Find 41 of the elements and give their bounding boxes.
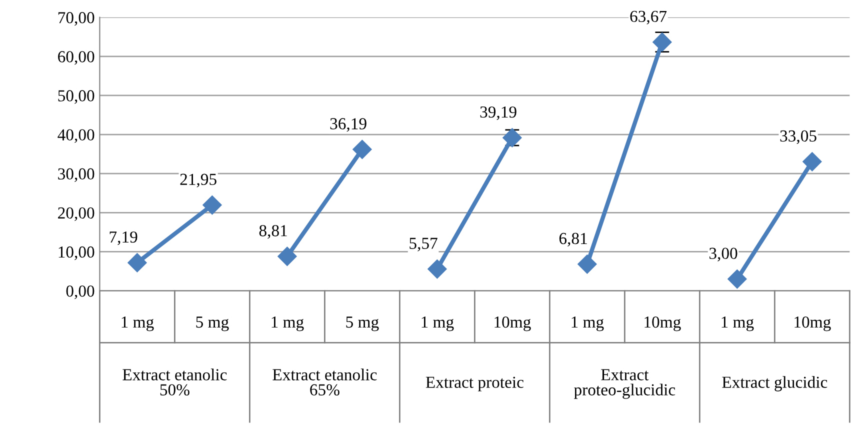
- x-tick-label: 10mg: [494, 316, 531, 332]
- point: [352, 140, 372, 159]
- x-tick-label: 10mg: [644, 316, 681, 332]
- x-tick-label: 1 mg: [272, 316, 304, 332]
- y-tick-label: 10,00: [58, 246, 94, 260]
- text: Extract etanolic 65%: [272, 368, 377, 396]
- x-tick-label: 10mg: [794, 316, 831, 332]
- y-tick-label: 30,00: [58, 168, 94, 182]
- x-tick-label: 1 mg: [422, 316, 454, 332]
- y-tick-label: 40,00: [58, 129, 94, 143]
- text: Extract proteo-glucidic: [574, 369, 676, 399]
- y-tick-label: 20,00: [58, 207, 94, 222]
- data-label: 36,19: [330, 118, 366, 132]
- x-tick-label: 1 mg: [572, 316, 604, 332]
- y-tick-label: 70,00: [58, 12, 94, 26]
- x-tick-label: 1 mg: [122, 316, 154, 332]
- point: [128, 253, 147, 272]
- x-tick-label: 1 mg: [722, 316, 754, 332]
- y-tick-label: 50,00: [58, 90, 94, 104]
- data-label: 21,95: [180, 174, 216, 188]
- point: [578, 254, 597, 274]
- y-tick-label: 0,00: [66, 285, 94, 300]
- point: [428, 259, 447, 279]
- data-label: 3,00: [709, 248, 738, 262]
- data-label: 39,19: [480, 106, 516, 120]
- point: [728, 270, 747, 289]
- text: Extract etanolic 50%: [122, 368, 227, 396]
- y-tick-label: 60,00: [58, 51, 94, 65]
- data-label: 33,05: [780, 130, 816, 144]
- point: [802, 152, 822, 172]
- data-label: 63,67: [630, 10, 667, 24]
- x-tick-label: 5 mg: [346, 316, 379, 332]
- data-label: 7,19: [110, 231, 138, 246]
- point: [202, 196, 222, 215]
- text: Extract proteic: [426, 376, 524, 392]
- text: Extract glucidic: [722, 376, 828, 392]
- data-label: 8,81: [259, 225, 287, 239]
- data-label: 5,57: [410, 238, 438, 252]
- data-label: 6,81: [559, 232, 587, 247]
- x-tick-label: 5 mg: [196, 316, 229, 332]
- point: [278, 246, 297, 266]
